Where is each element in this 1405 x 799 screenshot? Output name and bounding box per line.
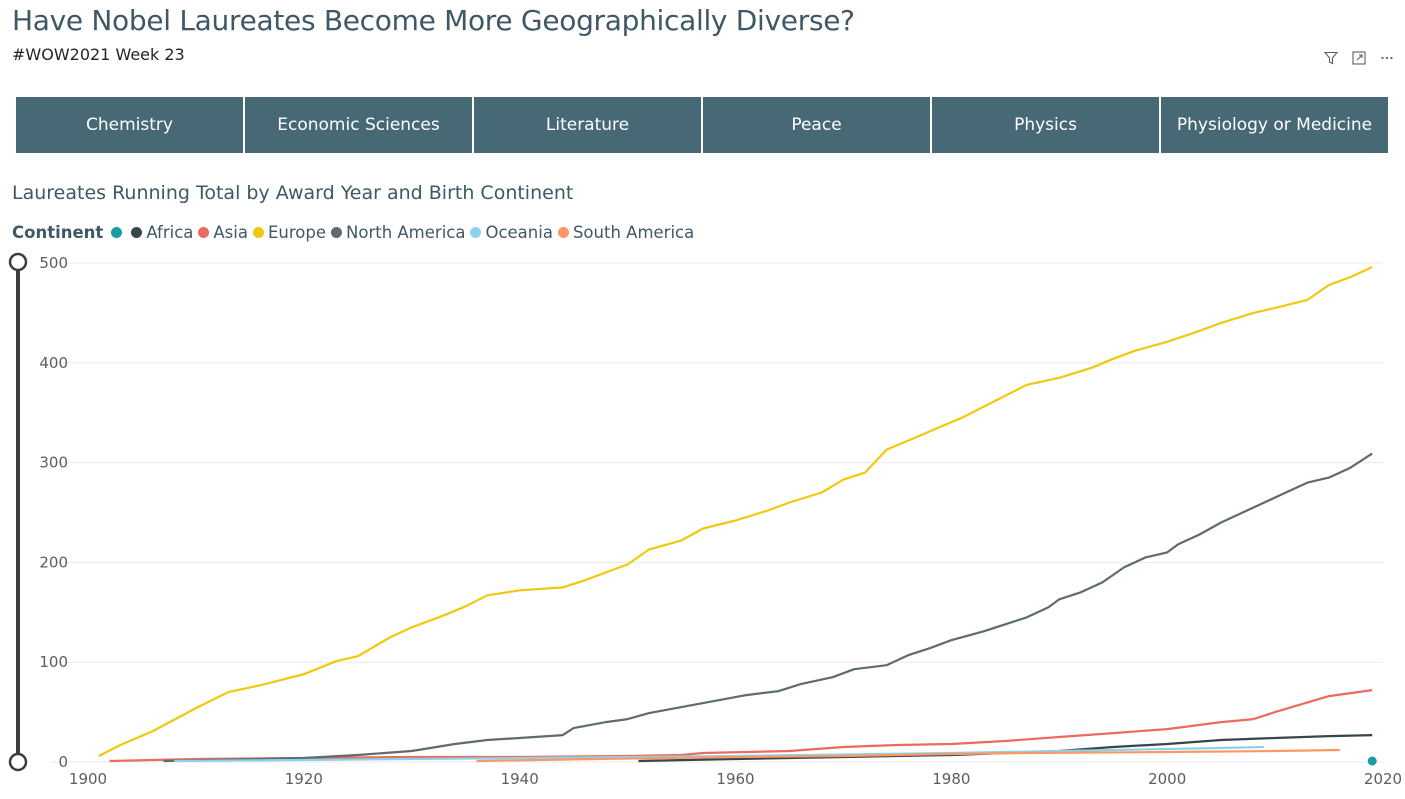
legend-label: Oceania (485, 223, 553, 242)
legend-dot (557, 227, 569, 238)
x-tick-label: 1940 (501, 770, 539, 788)
category-tabs: Chemistry Economic Sciences Literature P… (16, 97, 1388, 153)
slider-handle-top[interactable] (8, 252, 28, 272)
tab-literature[interactable]: Literature (474, 97, 701, 153)
legend-item-south-america[interactable]: South America (557, 223, 695, 242)
legend-label: South America (572, 223, 695, 242)
y-tick-label: 100 (39, 653, 68, 671)
series-line-asia[interactable] (109, 689, 1373, 763)
chart-legend: Continent Africa Asia Europe North Ameri… (12, 223, 699, 242)
legend-label: Africa (146, 223, 194, 242)
legend-dot (252, 227, 264, 238)
visual-toolbar (1323, 50, 1395, 66)
legend-item-africa[interactable]: Africa (131, 223, 193, 242)
legend-item-oceania[interactable]: Oceania (470, 223, 553, 242)
page-title: Have Nobel Laureates Become More Geograp… (12, 4, 855, 37)
tab-economic-sciences[interactable]: Economic Sciences (245, 97, 472, 153)
series-lines (98, 266, 1377, 766)
chart-title: Laureates Running Total by Award Year an… (12, 182, 574, 204)
legend-item-unnamed[interactable] (111, 227, 126, 238)
legend-item-asia[interactable]: Asia (198, 223, 248, 242)
tab-peace[interactable]: Peace (703, 97, 930, 153)
filter-icon[interactable] (1323, 50, 1339, 66)
series-point-unnamed[interactable] (1367, 756, 1377, 766)
tab-chemistry[interactable]: Chemistry (16, 97, 243, 153)
legend-dot (198, 227, 210, 238)
legend-label: Europe (267, 223, 326, 242)
gridlines (50, 262, 1383, 763)
y-range-slider (8, 252, 28, 772)
legend-item-europe[interactable]: Europe (252, 223, 326, 242)
legend-dot (470, 227, 482, 238)
y-tick-label: 500 (39, 254, 68, 272)
y-tick-label: 200 (39, 553, 68, 571)
legend-item-north-america[interactable]: North America (331, 223, 465, 242)
legend-label: North America (346, 223, 466, 242)
page-subtitle: #WOW2021 Week 23 (12, 45, 185, 64)
x-tick-label: 2020 (1364, 770, 1402, 788)
y-tick-label: 0 (58, 753, 68, 771)
y-tick-label: 400 (39, 354, 68, 372)
y-tick-label: 300 (39, 454, 68, 472)
focus-mode-icon[interactable] (1351, 50, 1367, 66)
more-options-icon[interactable] (1379, 50, 1395, 66)
axis-labels: 0 100 200 300 400 500 1900 1920 1940 1960 1980 2000… (39, 254, 1402, 788)
legend-label: Asia (213, 223, 248, 242)
series-line-north-america[interactable] (163, 452, 1373, 763)
x-tick-label: 1980 (932, 770, 970, 788)
x-tick-label: 2000 (1148, 770, 1186, 788)
legend-dot (331, 227, 342, 238)
legend-title: Continent (12, 223, 104, 242)
legend-dot (111, 227, 123, 238)
tab-physiology-or-medicine[interactable]: Physiology or Medicine (1161, 97, 1388, 153)
x-tick-label: 1920 (285, 770, 323, 788)
series-line-europe[interactable] (98, 266, 1373, 757)
x-tick-label: 1960 (716, 770, 754, 788)
legend-dot (131, 227, 143, 238)
slider-handle-bottom[interactable] (8, 752, 28, 772)
x-tick-label: 1900 (69, 770, 107, 788)
tab-physics[interactable]: Physics (932, 97, 1159, 153)
series-line-south-america[interactable] (476, 748, 1340, 763)
series-line-africa[interactable] (638, 734, 1373, 763)
